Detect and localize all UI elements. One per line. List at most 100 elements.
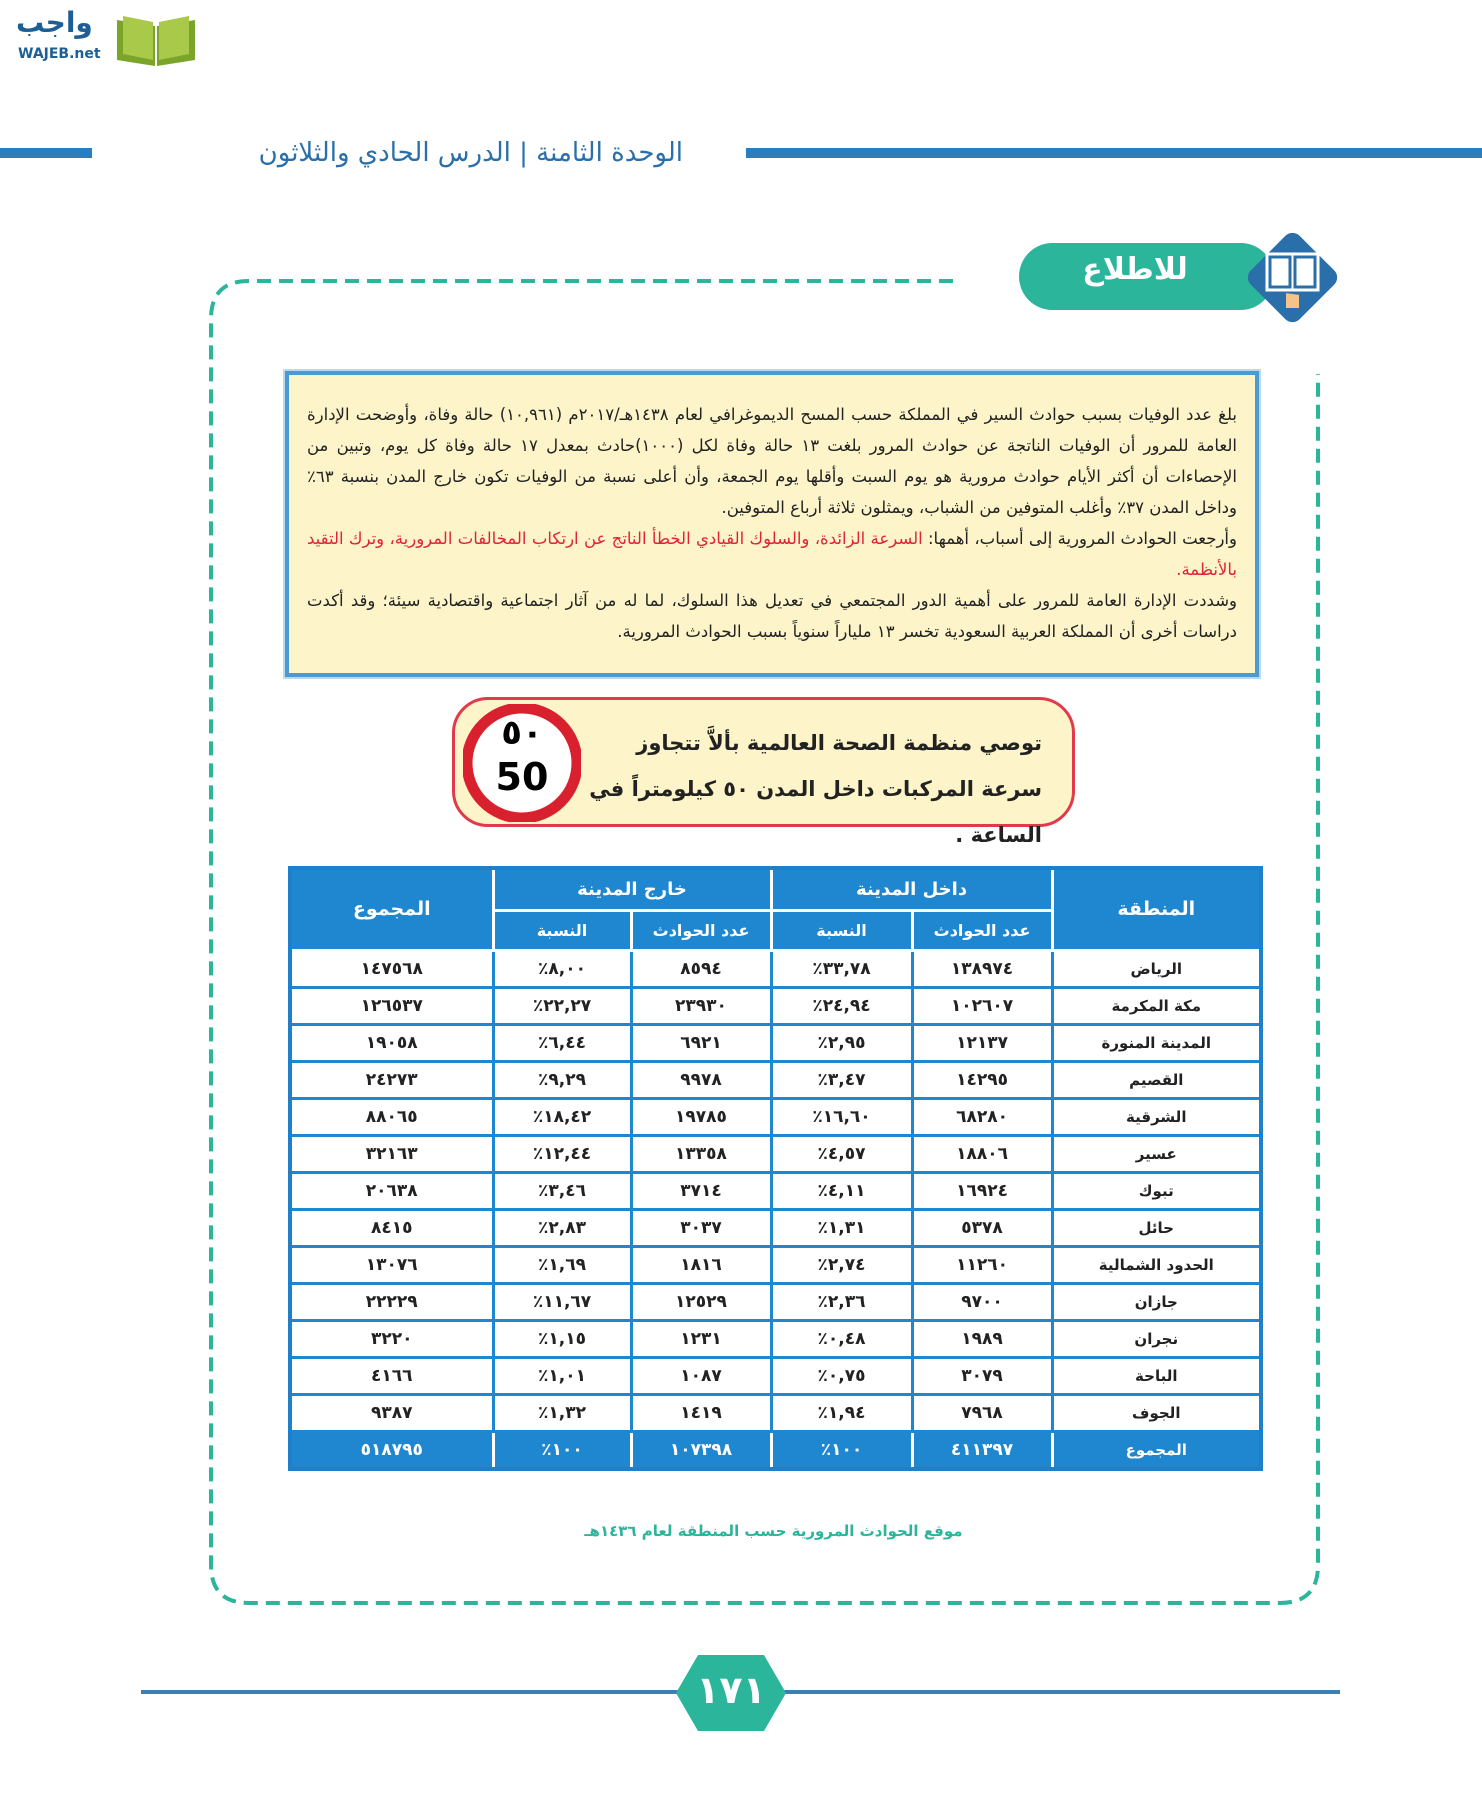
table-row: نجران ١٩٨٩ ٠,٤٨٪ ١٢٣١ ١,١٥٪ ٣٢٢٠ <box>288 1318 1263 1359</box>
value-cell: ١٤٧٥٦٨ <box>288 948 495 989</box>
header-bar <box>746 148 1482 158</box>
column-group-header: داخل المدينة <box>769 866 1054 912</box>
dashed-frame <box>209 279 1320 1605</box>
value-cell: ٧٩٦٨ <box>910 1392 1054 1433</box>
region-cell: القصيم <box>1050 1059 1263 1100</box>
region-cell: نجران <box>1050 1318 1263 1359</box>
accidents-table: المنطقة داخل المدينة خارج المدينة المجمو… <box>288 866 1264 1471</box>
section-badge <box>1019 243 1274 310</box>
value-cell: ٨٥٩٤ <box>629 948 773 989</box>
value-cell: ١٠٠٪ <box>769 1429 914 1470</box>
paragraph-highlight: السرعة الزائدة، والسلوك القيادي الخطأ ال… <box>307 529 1237 579</box>
column-header: النسبة <box>491 908 633 952</box>
sign-latin: 50 <box>496 755 549 799</box>
value-cell: ١,٠١٪ <box>491 1355 633 1396</box>
page-number: ١٧١ <box>696 1668 766 1712</box>
section-title: للاطلاع <box>1082 252 1188 287</box>
value-cell: ١٠٨٧ <box>629 1355 773 1396</box>
value-cell: ١٠٠٪ <box>491 1429 633 1470</box>
paragraph: بلغ عدد الوفيات بسبب حوادث السير في المم… <box>307 405 1238 517</box>
value-cell: ٩٧٠٠ <box>910 1281 1054 1322</box>
region-cell: حائل <box>1050 1207 1263 1248</box>
value-cell: ١٢٥٢٩ <box>629 1281 773 1322</box>
value-cell: ١٢٣١ <box>629 1318 773 1359</box>
region-cell: الشرقية <box>1050 1096 1263 1137</box>
paragraph-text: وأرجعت الحوادث المرورية إلى أسباب، أهمها… <box>922 529 1237 548</box>
header-title: الوحدة الثامنة | الدرس الحادي والثلاثون <box>258 138 683 168</box>
value-cell: ٢٢,٢٧٪ <box>491 985 633 1026</box>
column-header: عدد الحوادث <box>629 908 773 952</box>
table-row: جازان ٩٧٠٠ ٢,٣٦٪ ١٢٥٢٩ ١١,٦٧٪ ٢٢٢٢٩ <box>288 1281 1263 1322</box>
value-cell: ٦,٤٤٪ <box>491 1022 633 1063</box>
sign-arabic: ٥٠ <box>501 713 543 753</box>
value-cell: ٠,٤٨٪ <box>769 1318 914 1359</box>
table-body: الرياض ١٣٨٩٧٤ ٣٣,٧٨٪ ٨٥٩٤ ٨,٠٠٪ ١٤٧٥٦٨ مكة الم… <box>288 948 1263 1470</box>
value-cell: ١٤٢٩٥ <box>910 1059 1054 1100</box>
region-cell: المجموع <box>1050 1429 1263 1470</box>
value-cell: ١٩٠٥٨ <box>288 1022 495 1063</box>
column-header: عدد الحوادث <box>910 908 1054 952</box>
value-cell: ٣,٤٧٪ <box>769 1059 914 1100</box>
value-cell: ٦٩٢١ <box>629 1022 773 1063</box>
table-row: المدينة المنورة ١٢١٣٧ ٢,٩٥٪ ٦٩٢١ ٦,٤٤٪ ١٩٠٥٨ <box>288 1022 1263 1063</box>
value-cell: ٤,١١٪ <box>769 1170 914 1211</box>
value-cell: ١١٢٦٠ <box>910 1244 1054 1285</box>
value-cell: ٠,٧٥٪ <box>769 1355 914 1396</box>
value-cell: ٩٩٧٨ <box>629 1059 773 1100</box>
region-cell: الباحة <box>1050 1355 1263 1396</box>
logo: واجب WAJEB.net <box>10 6 195 66</box>
paragraph: وشددت الإدارة العامة للمرور على أهمية ال… <box>307 591 1237 641</box>
table-row: الحدود الشمالية ١١٢٦٠ ٢,٧٤٪ ١٨١٦ ١,٦٩٪ ١٣٠٧٦ <box>288 1244 1263 1285</box>
region-cell: مكة المكرمة <box>1050 985 1263 1026</box>
logo-latin: WAJEB.net <box>18 46 101 62</box>
value-cell: ١,١٥٪ <box>491 1318 633 1359</box>
value-cell: ١,٩٤٪ <box>769 1392 914 1433</box>
paragraph: وأرجعت الحوادث المرورية إلى أسباب، أهمها… <box>307 523 1237 585</box>
value-cell: ١٣٨٩٧٤ <box>910 948 1054 989</box>
logo-arabic: واجب <box>16 6 93 39</box>
value-cell: ١٣٣٥٨ <box>629 1133 773 1174</box>
value-cell: ٣٣,٧٨٪ <box>769 948 914 989</box>
value-cell: ٨٤١٥ <box>288 1207 495 1248</box>
table-row: تبوك ١٦٩٢٤ ٤,١١٪ ٣٧١٤ ٣,٤٦٪ ٢٠٦٣٨ <box>288 1170 1263 1211</box>
value-cell: ٢,٩٥٪ <box>769 1022 914 1063</box>
value-cell: ١٠٢٦٠٧ <box>910 985 1054 1026</box>
table-row: الرياض ١٣٨٩٧٤ ٣٣,٧٨٪ ٨٥٩٤ ٨,٠٠٪ ١٤٧٥٦٨ <box>288 948 1263 989</box>
region-cell: جازان <box>1050 1281 1263 1322</box>
value-cell: ١٢٦٥٣٧ <box>288 985 495 1026</box>
value-cell: ٤١١٣٩٧ <box>910 1429 1054 1470</box>
value-cell: ٢,٣٦٪ <box>769 1281 914 1322</box>
value-cell: ٢٤,٩٤٪ <box>769 985 914 1026</box>
table-row: مكة المكرمة ١٠٢٦٠٧ ٢٤,٩٤٪ ٢٣٩٣٠ ٢٢,٢٧٪ ١٢٦٥٣٧ <box>288 985 1263 1026</box>
value-cell: ١٨٨٠٦ <box>910 1133 1054 1174</box>
table-row: عسير ١٨٨٠٦ ٤,٥٧٪ ١٣٣٥٨ ١٢,٤٤٪ ٣٢١٦٣ <box>288 1133 1263 1174</box>
value-cell: ٣٠٧٩ <box>910 1355 1054 1396</box>
value-cell: ١٤١٩ <box>629 1392 773 1433</box>
total-row: المجموع ٤١١٣٩٧ ١٠٠٪ ١٠٧٣٩٨ ١٠٠٪ ٥١٨٧٩٥ <box>288 1429 1263 1470</box>
value-cell: ٢٣٩٣٠ <box>629 985 773 1026</box>
column-header: المنطقة <box>1050 866 1263 952</box>
page-number-badge <box>676 1655 786 1731</box>
value-cell: ٩,٢٩٪ <box>491 1059 633 1100</box>
value-cell: ٥١٨٧٩٥ <box>288 1429 495 1470</box>
header-bar <box>0 148 92 158</box>
table-row: الجوف ٧٩٦٨ ١,٩٤٪ ١٤١٩ ١,٣٢٪ ٩٣٨٧ <box>288 1392 1263 1433</box>
value-cell: ٢٤٢٧٣ <box>288 1059 495 1100</box>
value-cell: ٤١٦٦ <box>288 1355 495 1396</box>
column-header: النسبة <box>769 908 914 952</box>
value-cell: ١٨١٦ <box>629 1244 773 1285</box>
value-cell: ٩٣٨٧ <box>288 1392 495 1433</box>
value-cell: ٤,٥٧٪ <box>769 1133 914 1174</box>
value-cell: ٨٨٠٦٥ <box>288 1096 495 1137</box>
table-caption: موقع الحوادث المرورية حسب المنطقة لعام ١… <box>584 1522 963 1540</box>
region-cell: عسير <box>1050 1133 1263 1174</box>
value-cell: ٦٨٢٨٠ <box>910 1096 1054 1137</box>
value-cell: ١٢,٤٤٪ <box>491 1133 633 1174</box>
value-cell: ٢,٨٣٪ <box>491 1207 633 1248</box>
logo-book <box>117 16 195 66</box>
value-cell: ١٨,٤٢٪ <box>491 1096 633 1137</box>
region-cell: الرياض <box>1050 948 1263 989</box>
value-cell: ٢٢٢٢٩ <box>288 1281 495 1322</box>
value-cell: ٣٠٣٧ <box>629 1207 773 1248</box>
